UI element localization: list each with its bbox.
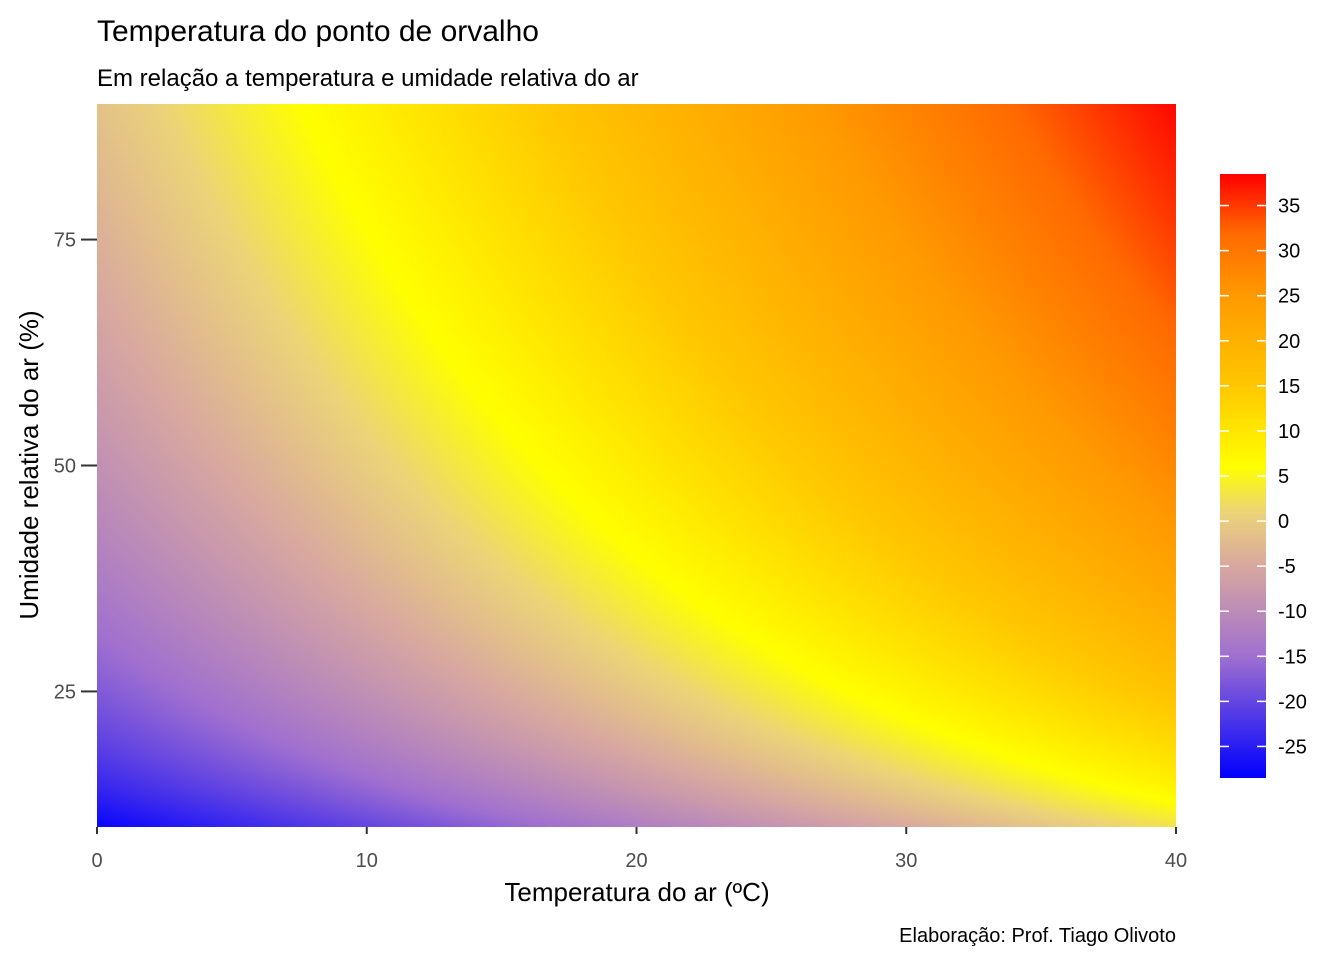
legend-tick-label: 30 (1278, 241, 1300, 263)
chart-subtitle: Em relação a temperatura e umidade relat… (97, 65, 639, 92)
x-tick-label: 20 (625, 850, 647, 872)
legend-tick-label: -25 (1278, 736, 1307, 758)
legend-tick-label: -15 (1278, 646, 1307, 668)
legend-tick-label: 5 (1278, 466, 1289, 488)
chart-title: Temperatura do ponto de orvalho (97, 15, 539, 48)
y-tick-label: 75 (54, 230, 76, 252)
legend-tick-label: 10 (1278, 421, 1300, 443)
legend: 35 30 25 20 15 10 5 0 -5 -10 -15 -20 -25 (1220, 174, 1307, 778)
chart-caption: Elaboração: Prof. Tiago Olivoto (899, 925, 1176, 947)
legend-tick-label: 35 (1278, 196, 1300, 218)
x-axis-label: Temperatura do ar (ºC) (504, 877, 769, 907)
legend-tick-label: -5 (1278, 556, 1296, 578)
y-tick-label: 25 (54, 681, 76, 703)
legend-tick-label: 0 (1278, 511, 1289, 533)
x-tick-label: 0 (91, 850, 102, 872)
y-axis-label: Umidade relativa do ar (%) (14, 310, 44, 619)
legend-tick-label: -10 (1278, 601, 1307, 623)
legend-ticks: 35 30 25 20 15 10 5 0 -5 -10 -15 -20 -25 (1220, 196, 1307, 758)
x-tick-label: 40 (1165, 850, 1187, 872)
y-tick-label: 50 (54, 456, 76, 478)
legend-tick-label: 15 (1278, 376, 1300, 398)
x-tick-label: 10 (356, 850, 378, 872)
heatmap-panel (97, 104, 1176, 827)
legend-tick-label: 25 (1278, 286, 1300, 308)
legend-tick-label: 20 (1278, 331, 1300, 353)
y-axis: 25 50 75 (54, 230, 97, 703)
heatmap-surface (97, 104, 1176, 827)
legend-tick-label: -20 (1278, 691, 1307, 713)
x-axis: 0 10 20 30 40 (91, 827, 1187, 872)
x-tick-label: 30 (895, 850, 917, 872)
